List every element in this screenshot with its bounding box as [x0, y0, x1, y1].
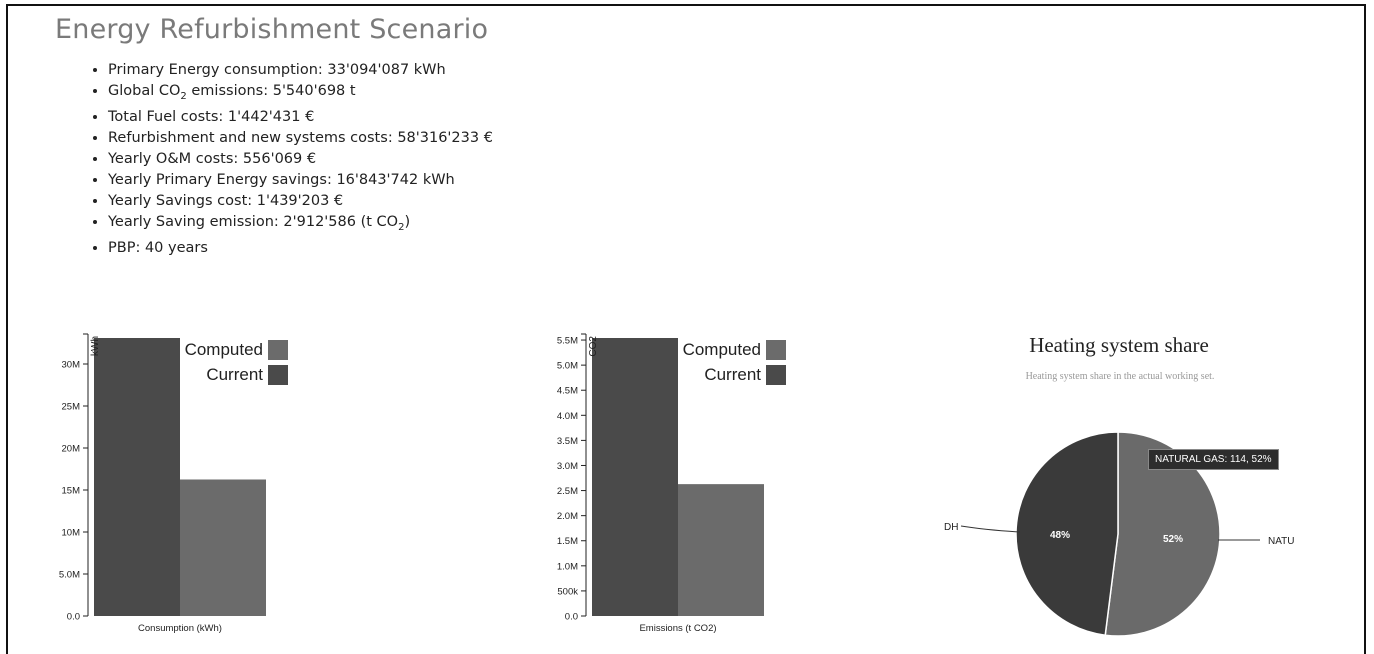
- y-tick-label: 1.5M: [557, 536, 578, 547]
- y-tick-label: 0.0: [565, 612, 578, 623]
- pie-chart-title: Heating system share: [1029, 333, 1209, 357]
- y-tick-label: 5.0M: [557, 361, 578, 372]
- metrics-list: Primary Energy consumption: 33'094'087 k…: [78, 60, 493, 259]
- y-tick-label: 500k: [557, 586, 578, 597]
- pie-tooltip: NATURAL GAS: 114, 52%: [1148, 449, 1279, 470]
- metric-item: Yearly Saving emission: 2'912'586 (t CO2…: [108, 212, 493, 238]
- consumption-bar-chart: 0.0 5.0M 10M 15M 20M 25M 30M kWh Consumption (kW…: [59, 333, 288, 634]
- metric-item: Primary Energy consumption: 33'094'087 k…: [108, 60, 493, 81]
- bar-computed: [180, 479, 266, 616]
- metric-item: Yearly Savings cost: 1'439'203 €: [108, 191, 493, 212]
- x-axis-label: Emissions (t CO2): [639, 623, 716, 634]
- metric-item: Global CO2 emissions: 5'540'698 t: [108, 81, 493, 107]
- pie-pct-label: 52%: [1163, 534, 1183, 545]
- y-tick-label: 15M: [62, 485, 81, 496]
- y-tick-label: 2.5M: [557, 486, 578, 497]
- y-tick-label: 5.5M: [557, 336, 578, 347]
- legend-swatch: [268, 340, 288, 360]
- legend-label: Current: [704, 365, 761, 384]
- metric-item: Refurbishment and new systems costs: 58'…: [108, 128, 493, 149]
- y-tick-label: 20M: [62, 443, 81, 454]
- metric-item: Yearly O&M costs: 556'069 €: [108, 149, 493, 170]
- y-tick-label: 0.0: [67, 612, 80, 623]
- pie-chart-subtitle: Heating system share in the actual worki…: [1025, 371, 1215, 382]
- pie-leader-line: [960, 525, 1021, 533]
- y-tick-label: 4.0M: [557, 411, 578, 422]
- y-tick-label: 4.5M: [557, 386, 578, 397]
- pie-outer-label: DH: [944, 522, 958, 533]
- legend-swatch: [766, 365, 786, 385]
- bar-current: [94, 338, 180, 616]
- y-tick-label: 1.0M: [557, 561, 578, 572]
- pie-outer-label: NATU: [1268, 536, 1294, 547]
- emissions-bar-chart: 0.0 500k 1.0M 1.5M 2.0M 2.5M 3.0M 3.5M 4.0M 4.5M 5…: [557, 333, 786, 634]
- heating-share-pie-chart: 48% 52% DH NATU: [944, 431, 1294, 637]
- y-axis-label: kWh: [90, 336, 101, 356]
- legend-label: Computed: [185, 340, 263, 359]
- y-tick-label: 30M: [62, 359, 81, 370]
- y-tick-label: 25M: [62, 401, 81, 412]
- y-axis-label: CO2: [588, 336, 599, 357]
- pie-slice-dh: [1015, 431, 1119, 637]
- legend-label: Current: [206, 365, 263, 384]
- y-tick-label: 10M: [62, 527, 81, 538]
- metric-item: Total Fuel costs: 1'442'431 €: [108, 107, 493, 128]
- bar-computed: [678, 484, 764, 616]
- x-axis-label: Consumption (kWh): [138, 623, 222, 634]
- metric-item: PBP: 40 years: [108, 238, 493, 259]
- page-title: Energy Refurbishment Scenario: [55, 14, 489, 45]
- legend-swatch: [766, 340, 786, 360]
- y-tick-label: 2.0M: [557, 511, 578, 522]
- bar-current: [592, 338, 678, 616]
- y-tick-label: 5.0M: [59, 569, 80, 580]
- y-tick-label: 3.0M: [557, 461, 578, 472]
- legend-swatch: [268, 365, 288, 385]
- metric-item: Yearly Primary Energy savings: 16'843'74…: [108, 170, 493, 191]
- dashboard-frame: [6, 4, 1366, 654]
- legend-label: Computed: [683, 340, 761, 359]
- pie-pct-label: 48%: [1050, 530, 1070, 541]
- y-tick-label: 3.5M: [557, 436, 578, 447]
